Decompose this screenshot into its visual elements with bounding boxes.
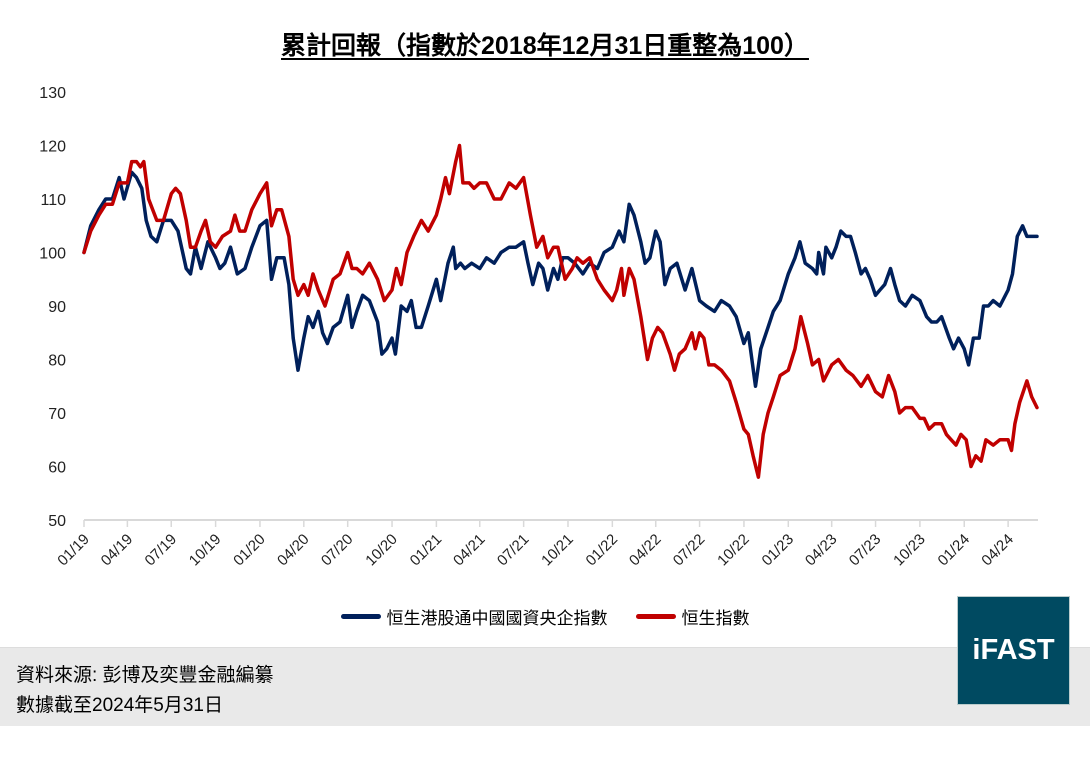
x-tick-label: 04/22 (626, 531, 665, 570)
x-tick-label: 04/23 (802, 531, 841, 570)
series-line-hscei-soe (82, 170, 1039, 389)
y-tick-label: 60 (48, 460, 66, 477)
x-tick-label: 04/20 (274, 531, 313, 570)
y-tick-label: 120 (39, 139, 66, 156)
x-tick-label: 07/22 (670, 531, 709, 570)
x-tick-label: 01/22 (583, 531, 622, 570)
x-tick-label: 10/20 (362, 531, 401, 570)
y-tick-label: 130 (39, 85, 66, 102)
x-tick-label: 10/23 (890, 531, 929, 570)
ifast-logo: iFAST (957, 596, 1070, 705)
x-tick-label: 10/22 (714, 531, 753, 570)
legend: 恒生港股通中國國資央企指數 恒生指數 (0, 604, 1090, 629)
y-tick-label: 90 (48, 299, 66, 316)
series-line-hsi (82, 143, 1039, 479)
chart-title: 累計回報（指數於2018年12月31日重整為100） (281, 32, 809, 60)
x-tick-label: 04/24 (978, 531, 1017, 570)
y-tick-label: 110 (40, 192, 66, 209)
footer: 資料來源: 彭博及奕豐金融編纂 數據截至2024年5月31日 (0, 647, 1090, 726)
x-tick-label: 01/23 (759, 531, 798, 570)
y-tick-label: 50 (48, 513, 66, 530)
x-tick-label: 07/20 (318, 531, 357, 570)
x-tick-label: 04/19 (98, 531, 137, 570)
x-tick-label: 04/21 (450, 531, 489, 570)
source-note: 資料來源: 彭博及奕豐金融編纂 (16, 665, 274, 686)
y-tick-label: 70 (48, 406, 66, 423)
x-tick-label: 10/19 (186, 531, 225, 570)
x-tick-label: 07/19 (142, 531, 181, 570)
y-tick-label: 80 (48, 353, 66, 370)
legend-swatch-navy (340, 614, 381, 619)
legend-label: 恒生指數 (681, 609, 750, 628)
legend-label: 恒生港股通中國國資央企指數 (386, 609, 608, 628)
x-tick-label: 01/19 (54, 531, 93, 570)
x-tick-label: 01/21 (407, 531, 446, 570)
y-tick-label: 100 (39, 246, 66, 263)
legend-item-hsi: 恒生指數 (635, 604, 750, 629)
x-tick-label: 01/24 (935, 531, 974, 570)
x-tick-label: 07/23 (846, 531, 885, 570)
x-tick-label: 07/21 (494, 531, 533, 570)
x-tick-label: 10/21 (538, 531, 577, 570)
legend-item-hscei-soe: 恒生港股通中國國資央企指數 (340, 604, 608, 629)
x-tick-label: 01/20 (230, 531, 269, 570)
as-of-note: 數據截至2024年5月31日 (16, 695, 223, 716)
legend-swatch-red (635, 614, 676, 619)
